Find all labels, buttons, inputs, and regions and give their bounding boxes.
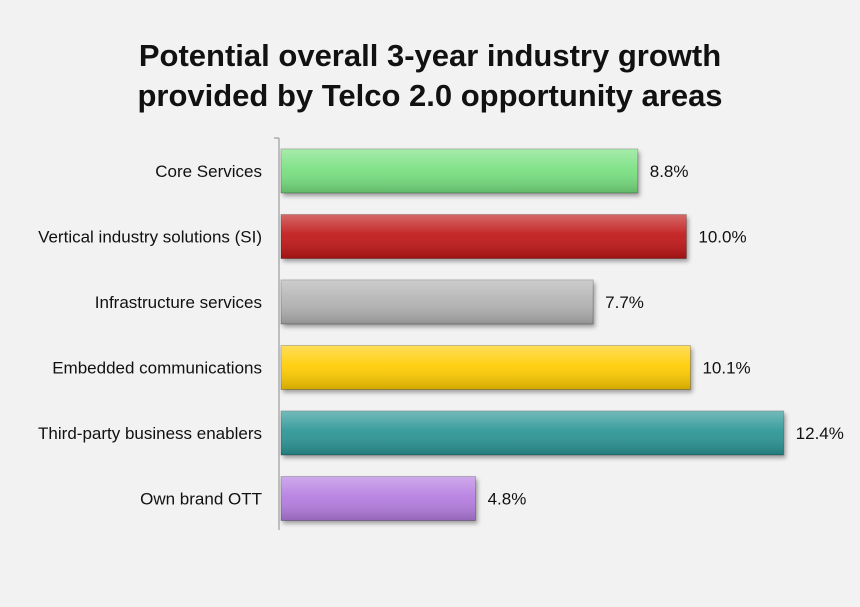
- value-label-own-brand-ott: 4.8%: [488, 490, 527, 509]
- bar-shine-vertical-industry-solutions-si: [281, 214, 687, 259]
- category-label-third-party-business-enablers: Third-party business enablers: [38, 424, 262, 443]
- value-label-vertical-industry-solutions-si: 10.0%: [698, 228, 746, 247]
- chart-title-line-1: Potential overall 3-year industry growth: [139, 38, 721, 73]
- chart-title-line-2: provided by Telco 2.0 opportunity areas: [137, 78, 722, 113]
- value-label-core-services: 8.8%: [650, 162, 689, 181]
- bar-shine-core-services: [281, 149, 638, 193]
- category-label-infrastructure-services: Infrastructure services: [95, 293, 262, 312]
- bars-group: Core Services 8.8% Vertical industry solut…: [38, 137, 844, 521]
- bar-shine-third-party-business-enablers: [281, 411, 784, 455]
- bar-shine-infrastructure-services: [281, 280, 594, 324]
- category-label-vertical-industry-solutions-si: Vertical industry solutions (SI): [38, 228, 262, 247]
- bar-shine-embedded-communications: [281, 345, 691, 390]
- category-label-embedded-communications: Embedded communications: [52, 359, 262, 378]
- bar-shine-own-brand-ott: [281, 476, 476, 521]
- value-label-third-party-business-enablers: 12.4%: [796, 424, 844, 443]
- value-label-infrastructure-services: 7.7%: [605, 293, 644, 312]
- category-label-core-services: Core Services: [155, 162, 262, 181]
- value-label-embedded-communications: 10.1%: [702, 359, 750, 378]
- category-label-own-brand-ott: Own brand OTT: [140, 490, 262, 509]
